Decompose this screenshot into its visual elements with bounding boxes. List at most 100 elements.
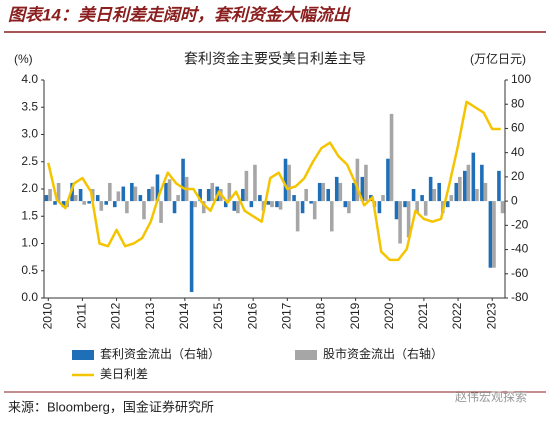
- bar: [164, 182, 168, 202]
- bar: [138, 195, 143, 202]
- watermark: 赵伟宏观探索: [455, 389, 527, 404]
- bar: [133, 186, 138, 202]
- y-tick-label: 1.5: [21, 208, 38, 222]
- bar: [108, 182, 112, 202]
- bar: [377, 201, 382, 214]
- bar: [44, 195, 49, 202]
- bar: [403, 201, 407, 208]
- x-tick-label: 2017: [279, 302, 293, 329]
- y2-tick-label: 60: [511, 121, 525, 135]
- bar: [82, 201, 87, 205]
- bar: [480, 164, 484, 202]
- legend-label: 股市资金流出（右轴）: [323, 346, 443, 361]
- x-tick-label: 2020: [382, 302, 396, 329]
- bar: [189, 201, 194, 292]
- bar: [466, 164, 471, 202]
- bar: [312, 201, 317, 220]
- legend-label: 美日利差: [100, 367, 148, 381]
- bar: [275, 201, 279, 208]
- x-tick-label: 2013: [143, 302, 157, 329]
- bar: [193, 201, 197, 208]
- bar: [201, 201, 206, 214]
- bar: [150, 186, 155, 202]
- bar: [130, 182, 134, 202]
- bar: [355, 158, 360, 202]
- y-tick-label: 0.0: [21, 290, 38, 304]
- bar: [253, 164, 257, 202]
- bar: [343, 201, 348, 208]
- bar: [309, 201, 313, 204]
- line: [47, 100, 501, 262]
- bar: [471, 152, 476, 202]
- bar: [206, 189, 211, 202]
- bar: [249, 201, 254, 208]
- y-tick-label: 4.0: [21, 72, 38, 86]
- bar: [56, 182, 61, 202]
- bar: [73, 195, 78, 202]
- x-tick-label: 2010: [40, 302, 54, 329]
- bar: [167, 179, 172, 202]
- bar: [488, 201, 493, 268]
- y2-tick-label: -40: [511, 242, 529, 256]
- y2-tick-label: -60: [511, 266, 529, 280]
- y2-tick-label: 40: [511, 145, 525, 159]
- bar: [458, 176, 462, 202]
- y2-tick-label: 80: [511, 96, 525, 110]
- bar: [432, 189, 437, 202]
- y2-tick-label: 0: [511, 193, 518, 207]
- y-tick-label: 2.0: [21, 181, 38, 195]
- bar: [304, 189, 308, 202]
- bar: [87, 201, 91, 204]
- bar: [104, 201, 109, 205]
- bar: [454, 182, 459, 202]
- bar: [352, 182, 356, 202]
- y2-tick-label: -20: [511, 218, 529, 232]
- y2-axis-label: (万亿日元): [470, 51, 526, 66]
- bar: [420, 195, 424, 202]
- bar: [78, 189, 83, 202]
- bar: [445, 201, 450, 208]
- bar: [398, 201, 402, 244]
- y2-tick-label: 100: [511, 72, 531, 86]
- y2-tick-label: 20: [511, 169, 525, 183]
- y-tick-label: 2.5: [21, 154, 38, 168]
- bar: [321, 182, 326, 202]
- bar: [125, 201, 129, 214]
- bar: [232, 201, 237, 211]
- x-tick-label: 2023: [484, 302, 498, 329]
- bar: [394, 201, 399, 220]
- bar: [411, 189, 416, 202]
- x-tick-label: 2011: [75, 303, 89, 329]
- bar: [329, 201, 334, 232]
- bar: [364, 164, 368, 202]
- bar: [334, 176, 339, 202]
- bar: [347, 201, 351, 214]
- bar: [423, 201, 428, 216]
- bar: [406, 201, 411, 238]
- y-tick-label: 0.5: [21, 263, 38, 277]
- bar: [317, 182, 322, 202]
- x-tick-label: 2021: [416, 302, 430, 329]
- bar: [266, 201, 271, 205]
- bar: [181, 158, 185, 202]
- chart-title: 套利资金主要受美日利差主导: [184, 51, 366, 67]
- bar: [147, 189, 151, 202]
- bar: [483, 182, 488, 202]
- bar: [475, 189, 479, 202]
- bar: [223, 201, 228, 208]
- x-tick-label: 2012: [109, 302, 123, 329]
- bar: [48, 189, 52, 202]
- bar: [500, 201, 505, 214]
- bar: [338, 182, 343, 202]
- bar: [428, 176, 433, 202]
- bar: [172, 201, 177, 214]
- bar: [244, 170, 249, 202]
- y2-tick-label: -80: [511, 290, 529, 304]
- bar: [449, 195, 454, 202]
- bar: [121, 186, 126, 202]
- bar: [99, 201, 104, 211]
- bar: [292, 195, 296, 202]
- bar: [278, 201, 283, 210]
- bar: [287, 164, 291, 202]
- bar: [300, 201, 305, 214]
